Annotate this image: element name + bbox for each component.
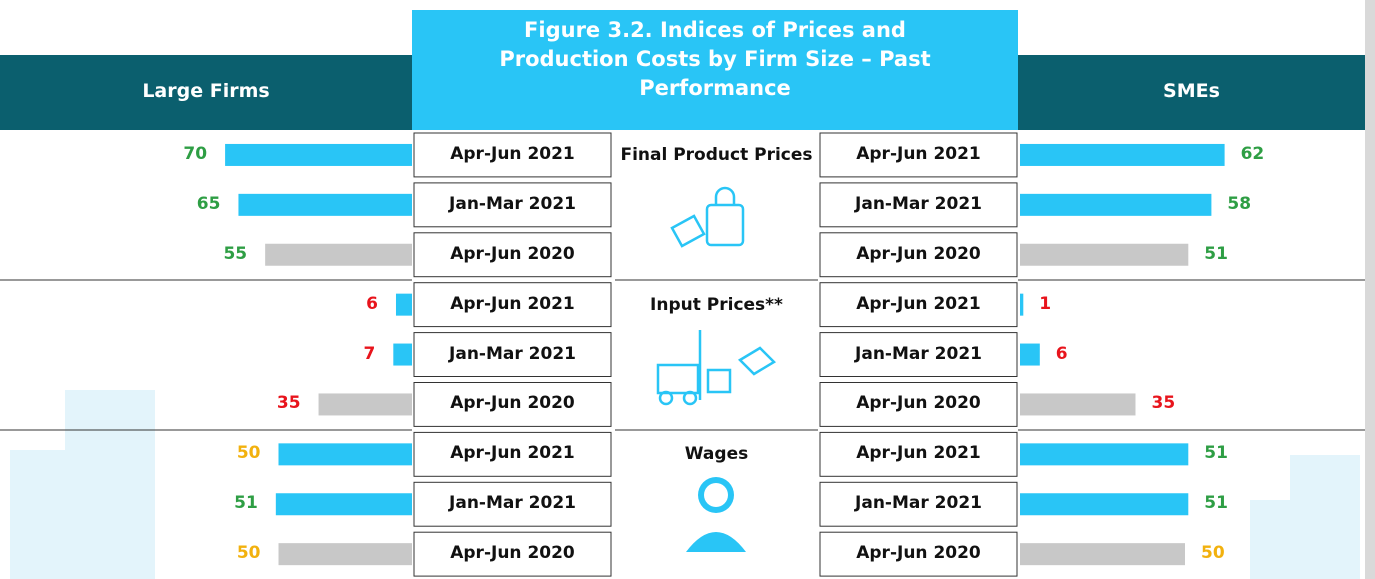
period-label-right: Apr-Jun 2021 <box>820 294 1017 314</box>
value-label-large: 65 <box>160 194 220 214</box>
group-name: Input Prices** <box>620 294 813 316</box>
group-name: Final Product Prices <box>620 144 813 166</box>
value-label-smes: 51 <box>1204 244 1228 264</box>
value-label-smes: 58 <box>1227 194 1251 214</box>
bar-smes <box>1020 244 1188 266</box>
value-label-large: 6 <box>318 294 378 314</box>
group-name: Wages <box>620 443 813 465</box>
bar-smes <box>1020 393 1136 415</box>
value-label-large: 50 <box>201 443 261 463</box>
bar-large <box>225 144 412 166</box>
left-header: Large Firms <box>0 80 412 102</box>
bar-smes <box>1020 194 1211 216</box>
period-label-left: Jan-Mar 2021 <box>414 194 611 214</box>
icon-forklift <box>658 330 774 404</box>
bar-smes <box>1020 344 1040 366</box>
right-header: SMEs <box>1018 80 1365 102</box>
infographic: Figure 3.2. Indices of Prices and Produc… <box>0 0 1375 579</box>
period-label-right: Apr-Jun 2020 <box>820 244 1017 264</box>
icon-bag <box>672 188 743 246</box>
value-label-smes: 62 <box>1241 144 1265 164</box>
value-label-large: 70 <box>147 144 207 164</box>
period-label-left: Apr-Jun 2020 <box>414 393 611 413</box>
icon-wages <box>686 477 746 552</box>
period-label-right: Apr-Jun 2020 <box>820 543 1017 563</box>
bar-smes <box>1020 294 1023 316</box>
bar-large <box>319 393 412 415</box>
bar-smes <box>1020 144 1225 166</box>
period-label-right: Jan-Mar 2021 <box>820 344 1017 364</box>
period-label-left: Jan-Mar 2021 <box>414 493 611 513</box>
bar-smes <box>1020 493 1188 515</box>
bar-large <box>238 194 412 216</box>
buildings-left <box>10 390 155 579</box>
value-label-large: 55 <box>187 244 247 264</box>
value-label-large: 50 <box>201 543 261 563</box>
bar-large <box>279 443 413 465</box>
buildings-right <box>1250 455 1360 579</box>
bar-smes <box>1020 543 1185 565</box>
bar-large <box>396 294 412 316</box>
bar-large <box>279 543 413 565</box>
period-label-right: Jan-Mar 2021 <box>820 493 1017 513</box>
period-label-left: Apr-Jun 2021 <box>414 144 611 164</box>
period-label-left: Apr-Jun 2020 <box>414 244 611 264</box>
period-label-left: Apr-Jun 2020 <box>414 543 611 563</box>
period-label-right: Apr-Jun 2021 <box>820 144 1017 164</box>
period-label-right: Apr-Jun 2020 <box>820 393 1017 413</box>
value-label-large: 51 <box>198 493 258 513</box>
value-label-smes: 51 <box>1204 443 1228 463</box>
bar-large <box>265 244 412 266</box>
value-label-large: 7 <box>315 344 375 364</box>
bar-large <box>276 493 412 515</box>
value-label-smes: 50 <box>1201 543 1225 563</box>
period-label-left: Apr-Jun 2021 <box>414 443 611 463</box>
value-label-smes: 51 <box>1204 493 1228 513</box>
bar-smes <box>1020 443 1188 465</box>
period-label-left: Apr-Jun 2021 <box>414 294 611 314</box>
period-label-left: Jan-Mar 2021 <box>414 344 611 364</box>
value-label-smes: 6 <box>1056 344 1068 364</box>
value-label-smes: 35 <box>1152 393 1176 413</box>
value-label-smes: 1 <box>1039 294 1051 314</box>
period-label-right: Jan-Mar 2021 <box>820 194 1017 214</box>
period-label-right: Apr-Jun 2021 <box>820 443 1017 463</box>
value-label-large: 35 <box>241 393 301 413</box>
title: Figure 3.2. Indices of Prices and Produc… <box>412 16 1018 103</box>
scrollbar[interactable] <box>1365 0 1375 579</box>
bar-large <box>393 344 412 366</box>
